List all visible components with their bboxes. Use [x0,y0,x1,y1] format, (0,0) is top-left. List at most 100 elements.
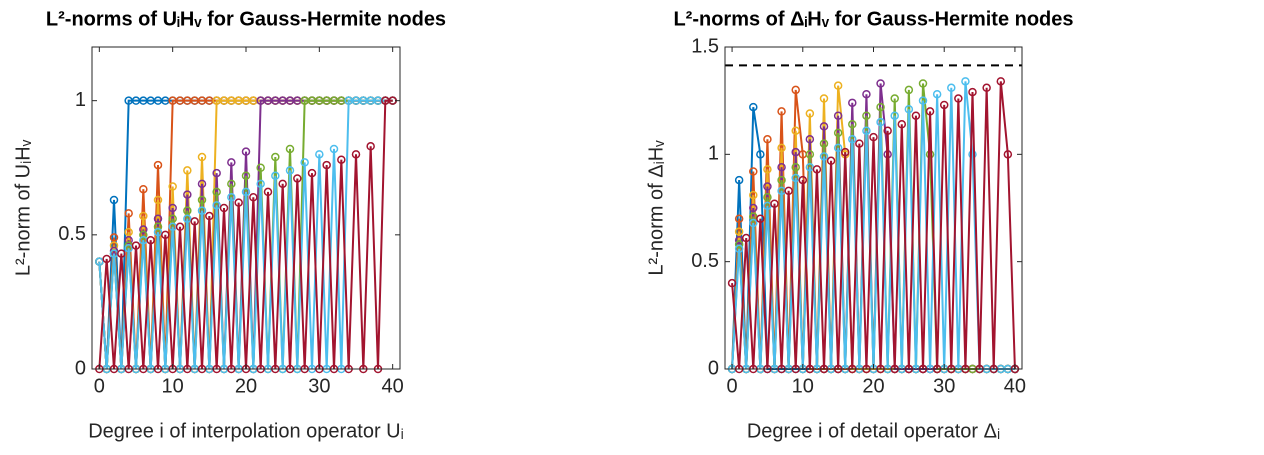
marker [293,174,302,183]
marker [791,126,800,135]
marker [911,111,921,120]
y-tick-label: 1 [708,143,719,165]
x-tick-label: 40 [382,375,404,397]
marker [833,143,843,153]
marker [219,203,229,213]
marker [351,150,361,159]
marker [197,195,207,205]
marker [763,135,772,144]
marker [727,278,737,288]
marker [932,89,942,99]
marker [840,147,850,157]
marker [109,195,119,205]
marker [241,187,251,197]
marker [153,214,163,223]
marker [256,179,265,189]
marker [812,165,822,174]
y-tick-label: 0.5 [691,250,719,272]
marker [197,152,207,162]
marker [124,244,133,253]
series-line [98,99,393,370]
x-tick-label: 30 [933,375,955,397]
x-tick-label: 20 [862,375,884,397]
marker [139,184,148,194]
marker [947,83,956,93]
x-tick-label: 0 [94,375,105,397]
y-tick-label: 0 [708,357,719,379]
marker [862,89,871,99]
marker [819,122,829,131]
marker [153,222,163,232]
marker [212,201,221,210]
chart-title: L²-norms of UᵢHᵥ for Gauss-Hermite nodes [46,8,446,30]
series-line [98,99,393,370]
marker [848,135,857,144]
marker [756,214,765,223]
marker [146,235,155,245]
marker [241,171,251,181]
x-tick-label: 0 [727,375,738,397]
marker [777,175,786,185]
marker [862,126,871,135]
marker [777,143,786,153]
marker [366,142,375,151]
marker [784,186,793,196]
x-tick-label: 20 [235,375,257,397]
marker [734,244,744,254]
marker [734,214,744,223]
marker [124,227,133,237]
marker [763,193,772,202]
marker [897,120,907,129]
marker [791,85,800,95]
marker [734,227,744,236]
marker [798,175,808,185]
marker [770,199,779,208]
marker [777,107,786,116]
x-tick-label: 10 [792,375,814,397]
marker [241,147,251,156]
marker [227,193,236,202]
marker [763,165,772,174]
marker [749,167,758,176]
chart-title: L²-norms of ΔᵢHᵥ for Gauss-Hermite nodes [673,8,1073,30]
marker [749,218,758,228]
marker [939,100,949,110]
x-axis-label: Degree i of interpolation operator Uᵢ [88,420,404,442]
marker [212,187,221,197]
marker [117,249,126,258]
marker [153,227,163,237]
marker [805,135,815,144]
x-tick-label: 10 [162,375,184,397]
marker [876,102,885,112]
x-axis-label: Degree i of detail operator Δᵢ [747,420,1000,442]
marker [756,150,765,159]
marker [869,132,878,142]
marker [791,147,800,157]
marker [227,179,236,189]
marker [109,241,119,250]
marker [862,111,871,120]
marker [904,105,914,114]
series-line [731,81,1016,370]
marker [996,77,1006,86]
y-tick-label: 1 [75,89,86,111]
marker [131,241,141,250]
marker [925,150,935,159]
marker [890,111,899,120]
marker [961,77,970,86]
marker [300,158,309,167]
marker [307,168,317,178]
series-line [731,89,1015,370]
marker [139,230,148,240]
marker [883,126,892,135]
marker [968,150,977,159]
marker [234,198,243,207]
y-axis-label: L²-norm of UᵢHᵥ [12,139,34,276]
marker [153,195,163,205]
y-tick-label: 0 [75,357,86,379]
marker [139,211,148,221]
marker [271,171,280,181]
marker [848,120,857,129]
marker [190,217,199,226]
marker [749,190,758,200]
